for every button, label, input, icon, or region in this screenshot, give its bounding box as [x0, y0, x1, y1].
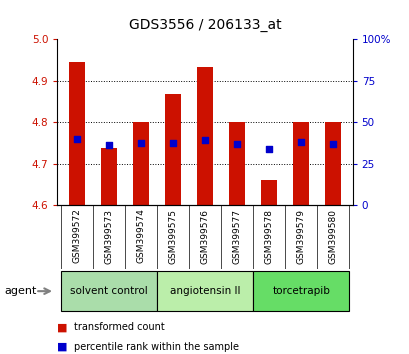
Text: GDS3556 / 206133_at: GDS3556 / 206133_at [128, 18, 281, 32]
Bar [196, 67, 213, 205]
Text: percentile rank within the sample: percentile rank within the sample [74, 342, 238, 352]
Bar [292, 122, 308, 205]
Text: angiotensin II: angiotensin II [169, 286, 240, 296]
Text: GSM399576: GSM399576 [200, 209, 209, 263]
Bar [68, 62, 85, 205]
Point [73, 136, 80, 142]
Bar [61, 271, 157, 311]
Text: agent: agent [4, 286, 36, 296]
Text: GSM399577: GSM399577 [232, 209, 241, 263]
Point [265, 146, 272, 152]
Bar [101, 148, 117, 205]
Point [233, 141, 240, 147]
Text: ■: ■ [57, 342, 68, 352]
Point [169, 140, 176, 146]
Point [105, 142, 112, 148]
Bar [164, 94, 180, 205]
Text: ■: ■ [57, 322, 68, 332]
Point [201, 138, 208, 143]
Text: GSM399579: GSM399579 [296, 209, 305, 263]
Text: torcetrapib: torcetrapib [272, 286, 329, 296]
Text: GSM399573: GSM399573 [104, 209, 113, 263]
Bar [252, 271, 348, 311]
Text: GSM399574: GSM399574 [136, 209, 145, 263]
Bar [133, 122, 148, 205]
Text: GSM399572: GSM399572 [72, 209, 81, 263]
Point [297, 139, 304, 145]
Text: GSM399575: GSM399575 [168, 209, 177, 263]
Text: transformed count: transformed count [74, 322, 164, 332]
Text: solvent control: solvent control [70, 286, 147, 296]
Bar [324, 122, 341, 205]
Bar [261, 180, 276, 205]
Text: GSM399580: GSM399580 [328, 209, 337, 263]
Point [137, 140, 144, 146]
Bar [157, 271, 252, 311]
Bar [229, 122, 245, 205]
Text: GSM399578: GSM399578 [264, 209, 273, 263]
Point [329, 141, 336, 147]
